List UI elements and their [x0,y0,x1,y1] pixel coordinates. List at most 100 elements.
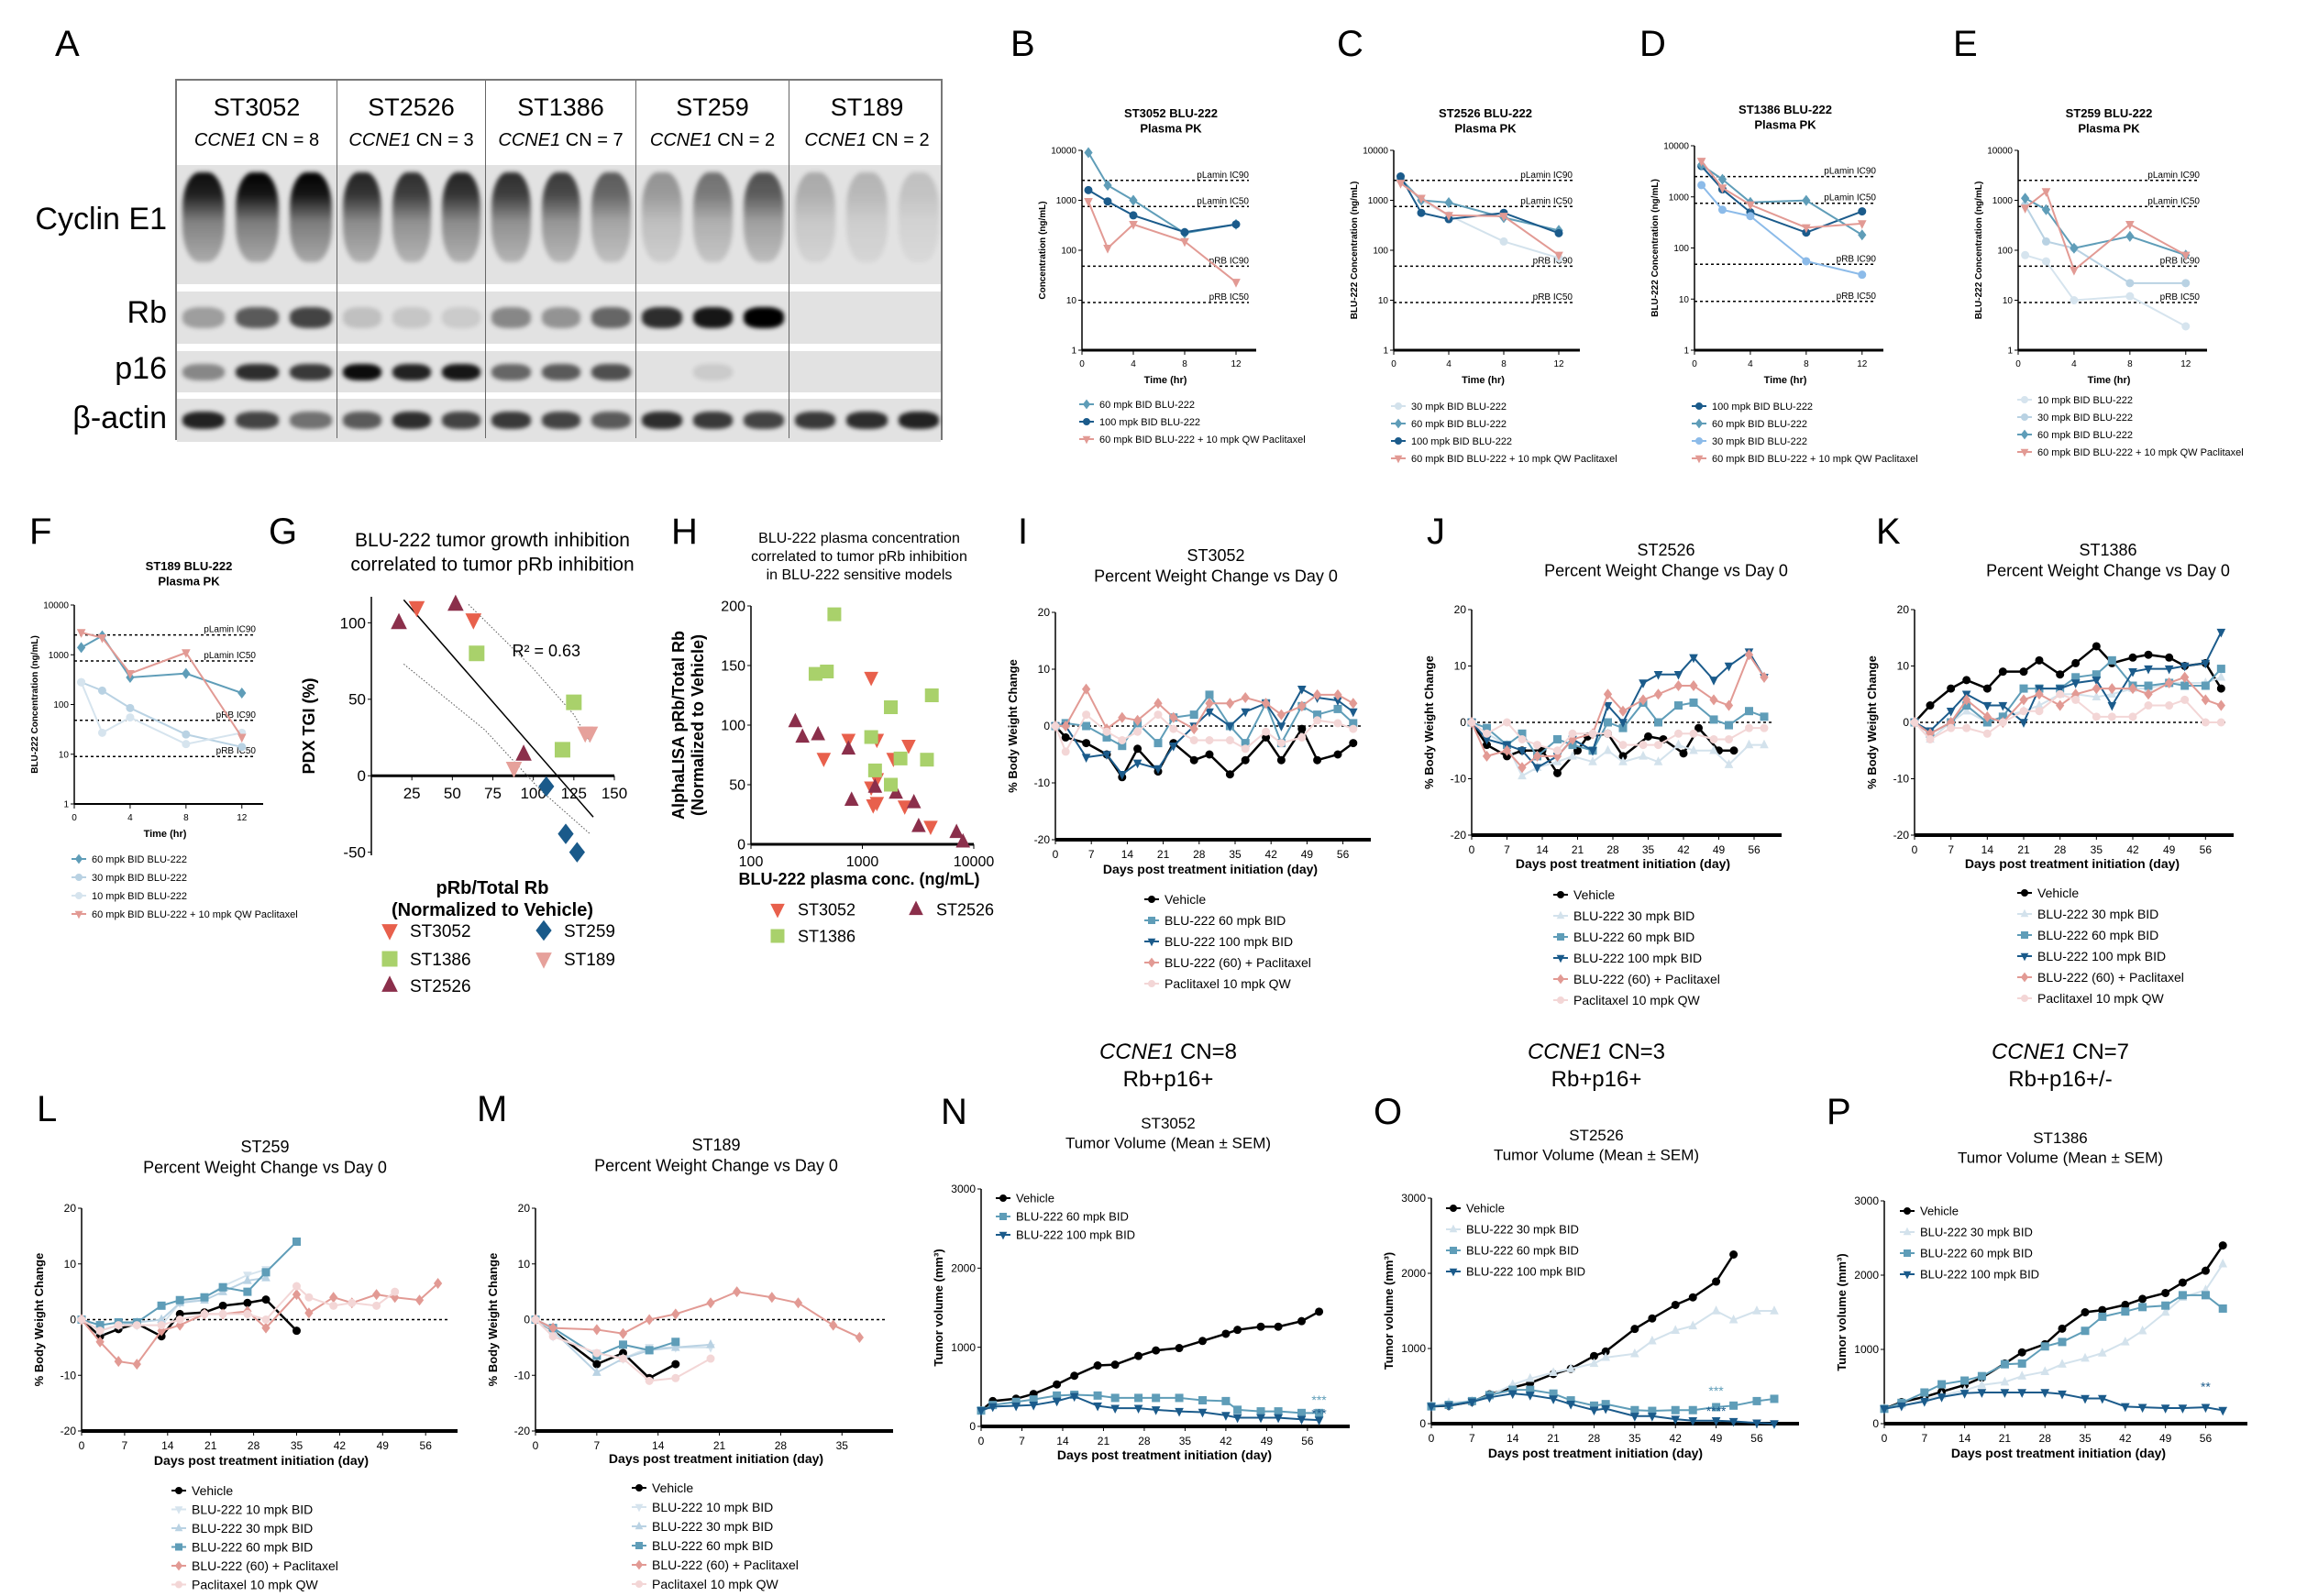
blot-band [744,307,784,328]
data-point [2081,1326,2090,1336]
legend-item: 60 mpk BID BLU-222 [1079,399,1195,411]
legend-label: BLU-222 30 mpk BID [652,1519,773,1534]
blot-band [182,412,226,429]
legend-label: 60 mpk BID BLU-222 + 10 mpk QW Paclitaxe… [1712,454,1918,465]
y-tick-label: -10 [61,1369,77,1381]
data-point [1648,1335,1657,1345]
data-point [2180,251,2191,261]
x-tick-label: 35 [2079,1432,2092,1445]
legend-item: BLU-222 100 mpk BID [2017,949,2166,963]
legend-label: ST3052 [410,922,471,941]
x-tick-label: 25 [403,785,421,802]
data-point [1231,279,1241,288]
chart-H: BLU-222 plasma concentration correlated t… [669,531,994,945]
x-tick-label: 0 [1882,1432,1888,1445]
data-point [218,1282,227,1292]
sample-name: ST1386 [517,94,604,121]
x-tick-label: 28 [2039,1432,2052,1445]
series-line [1883,1391,2224,1412]
y-tick-label: -20 [1893,829,1910,842]
data-point [1630,1348,1639,1358]
legend-item: 30 mpk BID BLU-222 [2017,413,2133,424]
x-tick-label: 50 [444,785,461,802]
data-point [1552,750,1562,762]
data-point [1129,221,1138,230]
data-point [1110,1360,1120,1370]
data-point [855,1331,864,1343]
data-point [1920,1388,1929,1397]
legend-label: BLU-222 (60) + Paclitaxel [1165,955,1311,970]
data-point [568,842,585,863]
data-point [1134,1393,1143,1403]
data-point [1977,1371,1986,1381]
panel-label-D: D [1639,24,1666,64]
y-tick-label: 1000 [1401,1342,1426,1355]
series-st3052 [816,671,938,836]
data-point [1937,1393,1947,1403]
legend-marker [1395,402,1402,410]
blot-band [392,363,431,380]
significance-label: ** [2201,1379,2211,1393]
data-point [1937,1380,1947,1389]
data-point [1601,1351,1610,1361]
data-point [1103,197,1112,206]
legend-item: ST3052 [381,922,471,941]
data-point [2144,701,2153,710]
y-tick-label: 20 [1038,606,1051,619]
chart-title: ST1386 [2079,541,2136,559]
data-point [1998,667,2007,677]
legend-marker [75,874,83,881]
x-tick-label: 0 [72,813,77,823]
data-point [2165,677,2174,688]
x-tick-label: 8 [2127,359,2133,369]
legend-item: 100 mpk BID BLU-222 [1391,436,1512,447]
data-point [2040,1342,2049,1351]
data-point [1198,1396,1207,1405]
data-point [2180,671,2190,683]
data-point [2138,1294,2147,1304]
legend-item: Paclitaxel 10 mpk QW [1553,993,1700,1007]
legend-item: BLU-222 60 mpk BID [1900,1247,2033,1260]
data-point [1241,708,1251,718]
data-point [1858,270,1867,280]
legend-marker [2020,908,2029,918]
blot-band [392,412,431,429]
data-point [1588,729,1597,738]
series-line [81,634,243,694]
reference-line-label: pRB IC50 [1533,292,1573,303]
data-point [1673,739,1683,749]
legend-marker [1147,957,1156,968]
data-point [554,742,570,758]
y-tick-label: 10 [1378,296,1389,306]
data-point [1549,1367,1558,1376]
data-point [1802,194,1811,206]
reference-line-label: pRB IC50 [1209,292,1250,303]
data-point [1745,707,1753,716]
series-vehicle [977,1307,1324,1415]
data-point [2178,1291,2187,1300]
x-tick-label: 12 [1553,359,1564,369]
x-tick-label: 35 [1642,843,1655,856]
data-point [1482,750,1492,762]
blot-band [692,363,734,380]
legend-marker [535,952,552,969]
sample-name: ST189 [830,94,904,121]
series-line [1087,151,1237,235]
blot-band [182,363,226,380]
legend-item: 60 mpk BID BLU-222 + 10 mpk QW Paclitaxe… [72,909,298,920]
chart-title: Percent Weight Change vs Day 0 [143,1159,387,1177]
blot-band [343,363,381,380]
data-point [2081,1394,2090,1404]
data-point [1499,213,1508,222]
gene-name: CCNE1 [498,130,561,150]
data-point [2020,193,2030,204]
legend-label: BLU-222 60 mpk BID [1573,930,1694,944]
series-30-mpk-bid-blu-222 [1396,176,1563,262]
data-point [1673,671,1683,680]
legend-item: BLU-222 100 mpk BID [1553,951,1702,965]
blot-band [541,172,581,262]
legend-marker [1082,399,1091,410]
x-tick-label: 14 [1056,1435,1069,1447]
data-point [1518,762,1527,774]
x-tick-label: 12 [1857,359,1868,369]
